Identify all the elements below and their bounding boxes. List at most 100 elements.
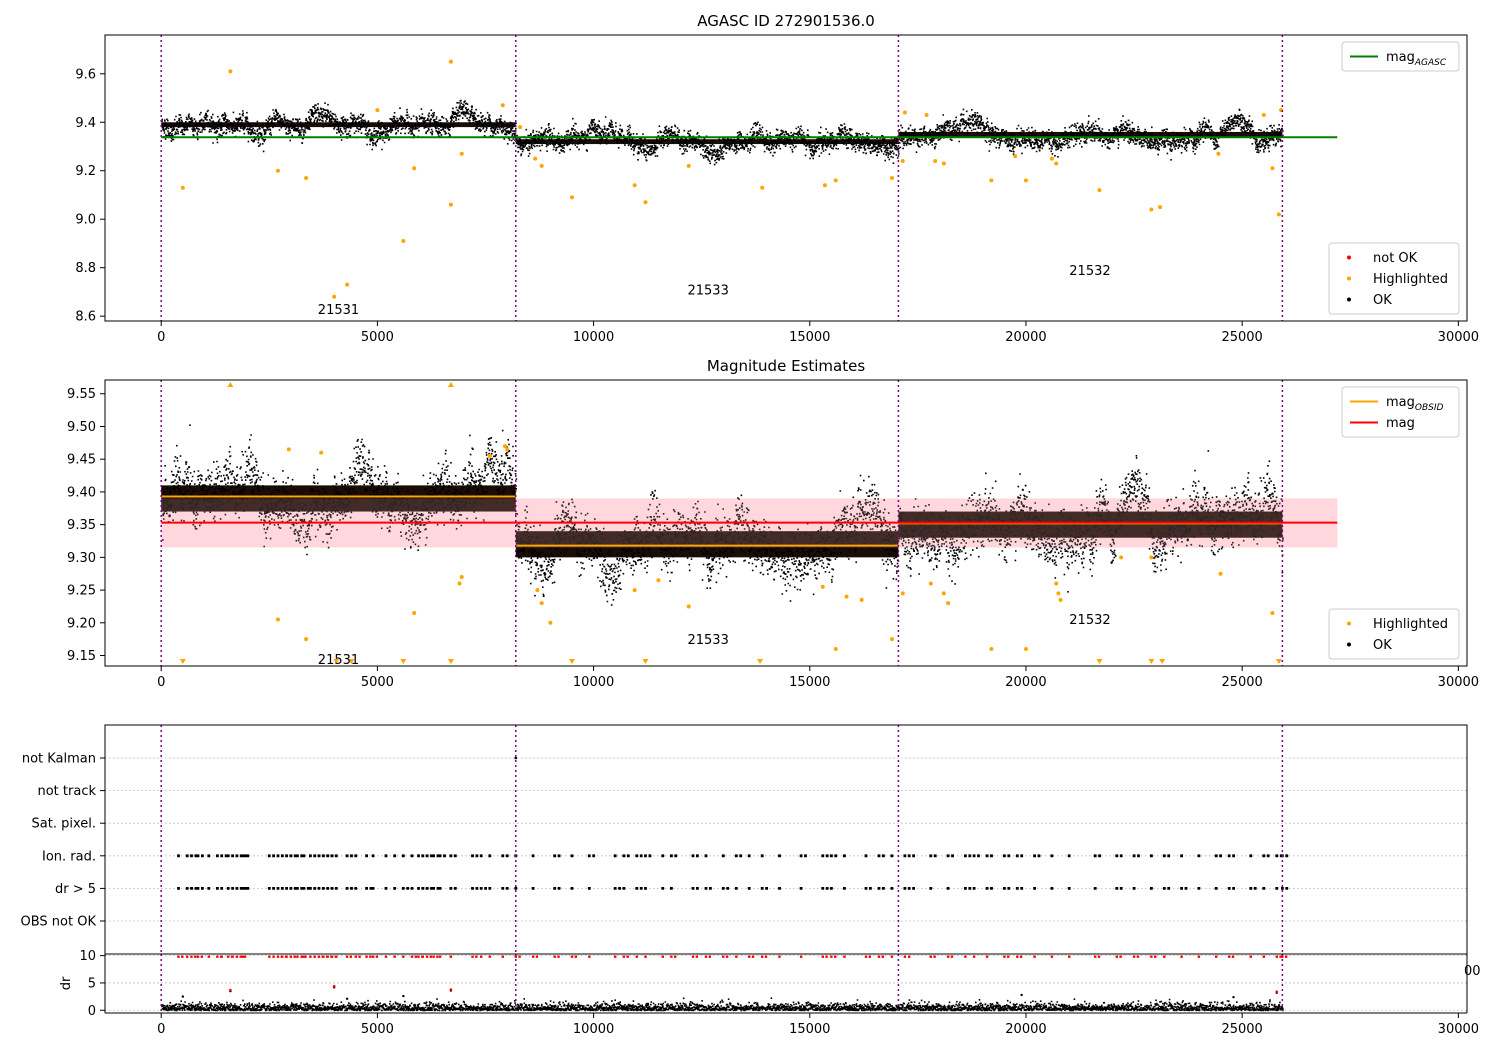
y-tick-label: 9.2 <box>75 164 96 179</box>
x-tick-label: 30000 <box>1438 1022 1479 1037</box>
legend-label-main: OK <box>1373 638 1392 653</box>
x-tick-label: 10000 <box>573 675 614 690</box>
highlighted-point <box>1270 610 1275 615</box>
axes-frame <box>104 724 1468 955</box>
x-tick-label: 25000 <box>1221 330 1262 345</box>
y-tick-label: 9.35 <box>67 518 96 533</box>
y-tick-label: 5 <box>88 976 96 991</box>
legend-label: magOBSID <box>1386 395 1444 413</box>
highlighted-point <box>448 59 453 64</box>
highlighted-point <box>632 183 637 188</box>
highlighted-point <box>448 202 453 207</box>
y-tick-label: 9.25 <box>67 584 96 599</box>
highlighted-point <box>1276 212 1281 217</box>
highlighted-point <box>1054 581 1059 586</box>
obsid-label: 21533 <box>687 633 728 648</box>
flag-category-label: OBS not OK <box>21 915 97 930</box>
legend-dot-swatch <box>1347 276 1351 281</box>
y-axis-label: dr <box>59 976 74 990</box>
x-tick-label: 15000 <box>789 330 830 345</box>
x-tick-label: 0 <box>157 675 165 690</box>
highlighted-point <box>1218 571 1223 576</box>
clipped-low-marker <box>642 659 649 664</box>
highlighted-point <box>902 110 907 115</box>
highlighted-point <box>989 178 994 183</box>
ok-points <box>515 116 900 166</box>
legend-box <box>1328 608 1460 660</box>
x-tick-label: 15000 <box>789 1022 830 1037</box>
x-tick-label: 10000 <box>573 330 614 345</box>
flag-point-not-kalman <box>514 756 518 760</box>
clipped-low-marker <box>757 659 764 664</box>
highlighted-point <box>539 601 544 606</box>
highlighted-point <box>643 200 648 205</box>
highlighted-point <box>304 176 309 180</box>
x-tick-label: 5000 <box>361 675 394 690</box>
legend-box <box>1341 41 1460 72</box>
legend-bottom-right <box>1328 242 1460 315</box>
legend-dot-swatch <box>1347 255 1351 260</box>
highlighted-point <box>412 610 417 615</box>
x-tick-label: 0 <box>157 330 165 345</box>
highlighted-point <box>656 578 661 583</box>
highlighted-point <box>946 601 951 606</box>
x-tick-label: 20000 <box>1005 330 1046 345</box>
legend-label-subscript: OBSID <box>1415 403 1444 413</box>
clipped-low-marker <box>348 659 355 664</box>
clipped-low-marker <box>1275 659 1282 664</box>
legend-label: OK <box>1373 638 1392 653</box>
clipped-high-marker <box>227 382 234 387</box>
ok-points <box>161 424 518 556</box>
highlighted-point <box>459 574 464 579</box>
dr-spike-point <box>1232 995 1235 999</box>
highlighted-point <box>900 591 905 596</box>
highlighted-point <box>401 239 406 244</box>
legend-dot-swatch <box>1347 621 1351 626</box>
highlighted-point <box>989 646 994 651</box>
highlighted-point <box>457 581 462 586</box>
legend-top-right <box>1341 41 1460 72</box>
x-tick-label: 5000 <box>361 1022 394 1037</box>
ok-points-dense-core <box>515 139 899 145</box>
y-tick-label: 9.40 <box>67 485 96 500</box>
legend-label-main: Highlighted <box>1373 272 1448 287</box>
legend-label: magAGASC <box>1386 50 1447 68</box>
legend-label: Highlighted <box>1373 617 1448 632</box>
highlighted-point <box>487 453 492 458</box>
highlighted-point <box>1158 205 1163 210</box>
ok-points <box>898 108 1284 161</box>
highlighted-point <box>1058 597 1063 602</box>
highlighted-point <box>941 591 946 596</box>
y-tick-label: 9.6 <box>75 67 96 82</box>
y-tick-label: 8.8 <box>75 261 96 276</box>
highlighted-point <box>1216 151 1221 156</box>
legend-label: OK <box>1373 293 1392 308</box>
legend-label-main: mag <box>1386 416 1415 431</box>
chart-title: Magnitude Estimates <box>707 357 865 375</box>
x-tick-label: 30000 <box>1438 675 1479 690</box>
highlighted-point <box>539 163 544 168</box>
ok-points <box>898 450 1284 593</box>
x-tick-label: 5000 <box>361 330 394 345</box>
obsid-label: 21531 <box>318 303 359 318</box>
y-tick-label: 9.50 <box>67 420 96 435</box>
y-tick-label: 9.55 <box>67 387 96 402</box>
highlighted-point <box>928 581 933 586</box>
highlighted-point <box>412 166 417 171</box>
legend-box <box>1328 242 1460 315</box>
legend-dot-swatch <box>1347 642 1351 647</box>
highlighted-point <box>933 159 938 164</box>
highlighted-point <box>345 282 350 287</box>
highlighted-point <box>1119 555 1124 560</box>
flag-category-label: not Kalman <box>22 752 96 767</box>
legend-label: mag <box>1386 416 1415 431</box>
highlighted-point <box>275 617 280 622</box>
x-tick-label: 10000 <box>573 1022 614 1037</box>
highlighted-point <box>1049 156 1054 161</box>
highlighted-point <box>833 646 838 651</box>
dr-not-ok-point <box>332 984 336 988</box>
highlighted-point <box>820 584 825 589</box>
highlighted-point <box>1097 188 1102 193</box>
y-tick-label: 9.45 <box>67 453 96 468</box>
highlighted-point <box>180 185 185 190</box>
